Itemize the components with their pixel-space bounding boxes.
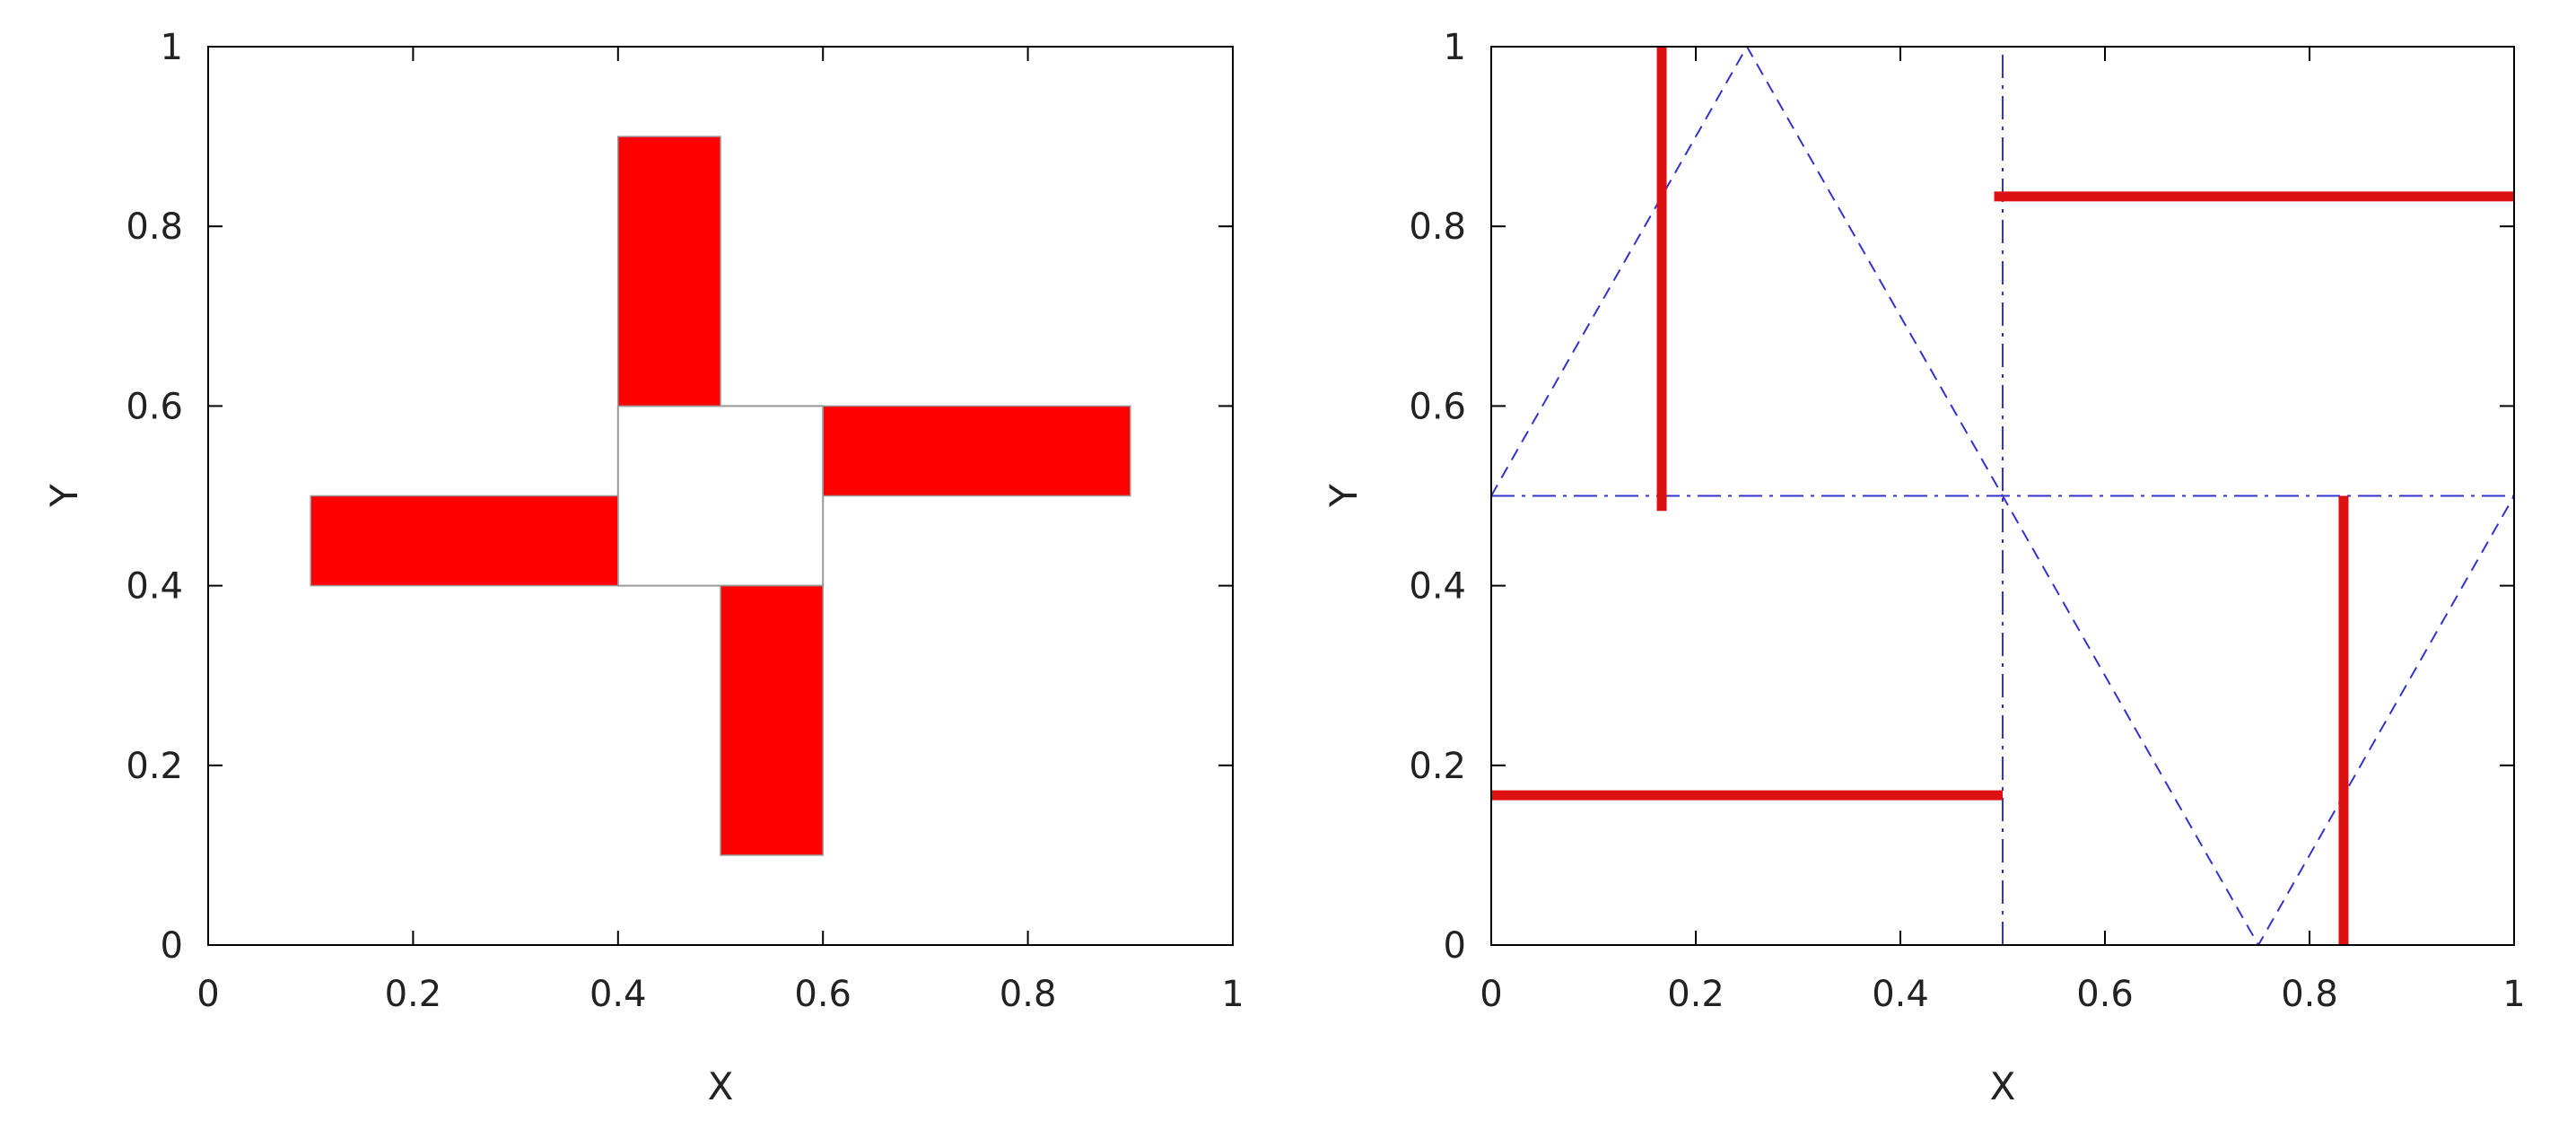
red-rectangle-2	[822, 405, 1131, 497]
left-y-tick-label: 1	[161, 27, 183, 68]
right-plot-frame	[1490, 46, 2515, 946]
left-y-tick-label: 0.6	[126, 386, 183, 427]
left-chart-marks	[310, 136, 1131, 856]
right-y-tick-label: 1	[1444, 27, 1466, 68]
left-x-axis-label: X	[708, 1064, 734, 1108]
left-chart: 0 0.2 0.4 0.6 0.8 1 0 0.2 0.4 0.6 0.8 1 X Y	[42, 27, 1244, 1108]
red-rectangle-4	[310, 495, 619, 587]
left-axis-ticks: 0 0.2 0.4 0.6 0.8 1 0 0.2 0.4 0.6 0.8 1	[126, 27, 1244, 1015]
right-y-tick-label: 0.6	[1409, 386, 1466, 427]
center-square-outline	[616, 405, 825, 587]
right-y-axis-label: Y	[1322, 484, 1366, 508]
right-x-tick-label: 0	[1480, 974, 1502, 1015]
right-x-tick-label: 0.2	[1667, 974, 1725, 1015]
left-y-tick-label: 0	[161, 925, 183, 967]
right-x-tick-label: 0.6	[2076, 974, 2134, 1015]
right-chart: 0 0.2 0.4 0.6 0.8 1 0 0.2 0.4 0.6 0.8 1 X Y	[1322, 27, 2526, 1108]
right-axis-ticks: 0 0.2 0.4 0.6 0.8 1 0 0.2 0.4 0.6 0.8 1	[1409, 27, 2525, 1015]
red-rectangle-1	[617, 136, 721, 407]
left-y-tick-label: 0.8	[126, 206, 183, 248]
left-plot-frame	[207, 46, 1234, 946]
left-y-axis-label: Y	[42, 484, 86, 508]
right-x-axis-label: X	[1990, 1064, 2016, 1108]
right-y-tick-label: 0.4	[1409, 566, 1466, 608]
left-x-tick-label: 0.2	[385, 974, 442, 1015]
red-rectangle-3	[720, 584, 824, 856]
left-x-tick-label: 1	[1221, 974, 1244, 1015]
right-chart-marks	[1491, 47, 2514, 945]
right-x-tick-label: 0.4	[1872, 974, 1929, 1015]
left-y-tick-label: 0.4	[126, 566, 183, 608]
left-x-tick-label: 0.8	[1000, 974, 1057, 1015]
right-x-tick-label: 1	[2502, 974, 2525, 1015]
left-y-tick-label: 0.2	[126, 746, 183, 787]
right-y-tick-label: 0	[1444, 925, 1466, 967]
right-y-tick-label: 0.8	[1409, 206, 1466, 248]
right-y-tick-label: 0.2	[1409, 746, 1466, 787]
left-x-tick-label: 0	[196, 974, 219, 1015]
right-x-tick-label: 0.8	[2281, 974, 2338, 1015]
left-x-tick-label: 0.6	[794, 974, 851, 1015]
left-x-tick-label: 0.4	[589, 974, 647, 1015]
